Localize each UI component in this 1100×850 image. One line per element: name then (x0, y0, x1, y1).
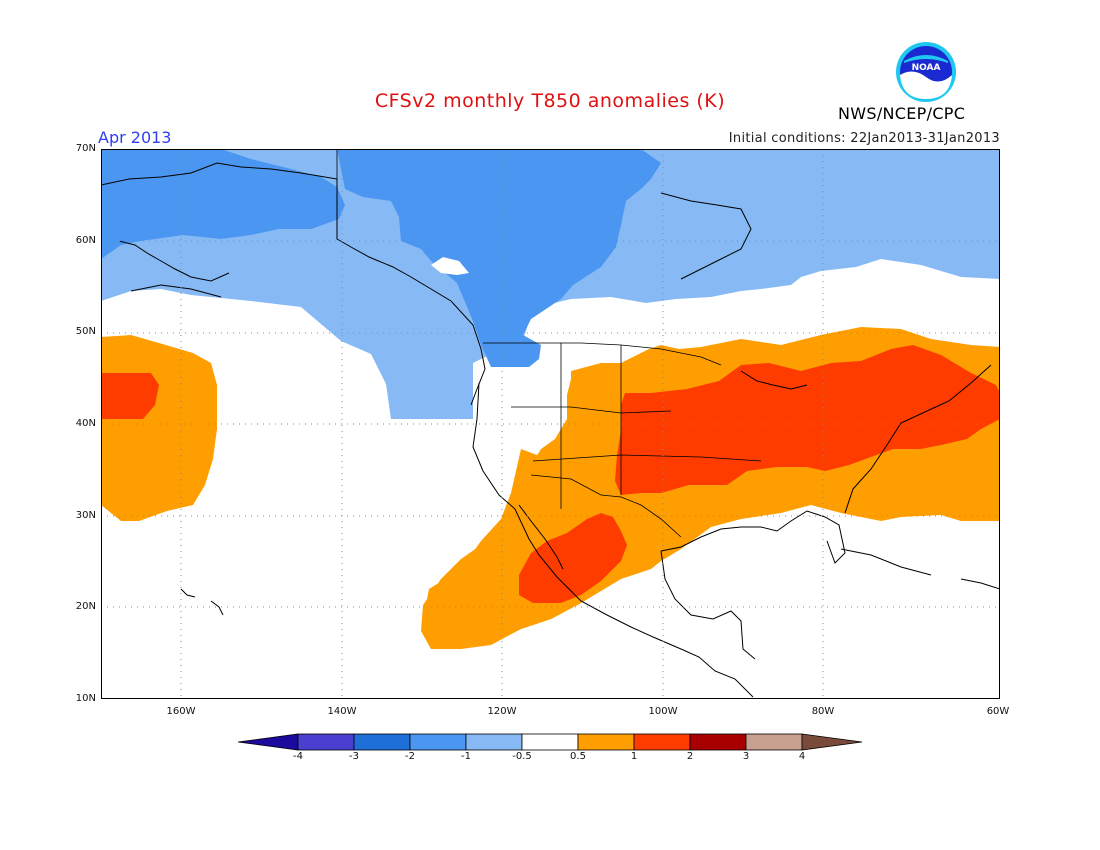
colorbar-cell-5 (521, 733, 579, 751)
colorbar-cell-6 (577, 733, 635, 751)
colorbar-cell-below-min (238, 733, 299, 751)
colorbar-label: -4 (293, 751, 303, 762)
colorbar-label: -2 (405, 751, 415, 762)
noaa-logo-text: NOAA (912, 63, 941, 73)
valid-month-label: Apr 2013 (98, 128, 172, 147)
agency-label: NWS/NCEP/CPC (838, 104, 966, 123)
colorbar-cell-3 (409, 733, 467, 751)
colorbar-label: -0.5 (512, 751, 532, 762)
lat-label-70n: 70N (75, 143, 96, 154)
colorbar-cell-7 (633, 733, 691, 751)
colorbar (238, 733, 862, 751)
anomaly-region-red-pacific (101, 373, 159, 419)
colorbar-label: 3 (742, 751, 750, 762)
anomaly-region-blue-central (337, 149, 661, 367)
colorbar-cell-above-max (801, 733, 862, 751)
lon-label-100w: 100W (648, 706, 678, 717)
lat-label-10n: 10N (75, 693, 96, 704)
lon-label-80w: 80W (811, 706, 835, 717)
colorbar-label: -1 (461, 751, 471, 762)
lat-label-20n: 20N (75, 601, 96, 612)
anomaly-gap-yukon (431, 257, 469, 275)
colorbar-cell-4 (465, 733, 523, 751)
colorbar-cell-1 (297, 733, 355, 751)
lat-label-40n: 40N (75, 418, 96, 429)
colorbar-cell-2 (353, 733, 411, 751)
political-borders (336, 149, 762, 538)
map-frame (101, 149, 1000, 699)
colorbar-label: 4 (798, 751, 806, 762)
colorbar-cell-9 (745, 733, 803, 751)
lat-label-60n: 60N (75, 235, 96, 246)
lon-label-60w: 60W (986, 706, 1010, 717)
lat-label-50n: 50N (75, 326, 96, 337)
initial-conditions-label: Initial conditions: 22Jan2013-31Jan2013 (728, 131, 1000, 146)
noaa-logo: NOAA (896, 42, 956, 102)
colorbar-label: -3 (349, 751, 359, 762)
colorbar-label: 0.5 (570, 751, 586, 762)
colorbar-cell-8 (689, 733, 747, 751)
lon-label-160w: 160W (166, 706, 196, 717)
lon-label-120w: 120W (487, 706, 517, 717)
lon-label-140w: 140W (327, 706, 357, 717)
anomaly-region-orange-pacific (101, 335, 217, 521)
anomaly-region-red-mexico (519, 513, 627, 603)
colorbar-label: 2 (686, 751, 694, 762)
map-title: CFSv2 monthly T850 anomalies (K) (374, 90, 726, 112)
anomaly-map (101, 149, 1000, 699)
lat-label-30n: 30N (75, 510, 96, 521)
colorbar-label: 1 (630, 751, 638, 762)
anomaly-region-orange-mexico (423, 449, 641, 649)
